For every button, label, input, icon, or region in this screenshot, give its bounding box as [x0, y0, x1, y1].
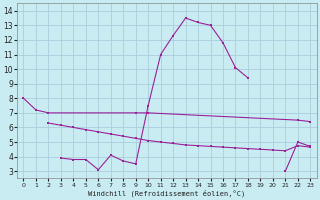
X-axis label: Windchill (Refroidissement éolien,°C): Windchill (Refroidissement éolien,°C): [88, 189, 245, 197]
